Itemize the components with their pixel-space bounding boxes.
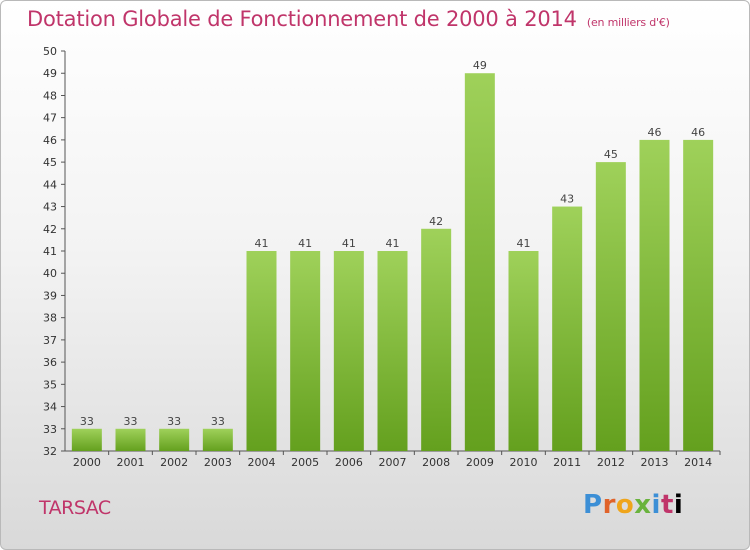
bar <box>464 73 495 451</box>
bar-value-label: 41 <box>255 237 269 250</box>
y-tick-label: 50 <box>43 45 57 58</box>
proxiti-logo: Proxiti <box>583 490 684 520</box>
y-tick-label: 35 <box>43 378 57 391</box>
y-tick-label: 48 <box>43 89 57 102</box>
x-tick-label: 2004 <box>248 456 276 469</box>
y-tick-label: 46 <box>43 134 57 147</box>
chart-bars <box>71 73 714 451</box>
chart-subtitle: (en milliers d'€) <box>586 16 670 29</box>
bar <box>683 139 714 451</box>
bar-value-label: 41 <box>386 237 400 250</box>
y-tick-label: 44 <box>43 178 57 191</box>
y-tick-label: 42 <box>43 223 57 236</box>
x-tick-label: 2008 <box>422 456 450 469</box>
bar-value-label: 41 <box>298 237 312 250</box>
bar <box>246 251 277 451</box>
place-name: TARSAC <box>39 497 111 519</box>
bar <box>639 139 670 451</box>
x-tick-label: 2003 <box>204 456 232 469</box>
y-tick-label: 41 <box>43 245 57 258</box>
x-tick-label: 2000 <box>73 456 101 469</box>
bar <box>159 428 190 451</box>
bar-value-label: 43 <box>560 193 574 206</box>
y-tick-label: 38 <box>43 312 57 325</box>
x-tick-label: 2002 <box>160 456 188 469</box>
x-tick-label: 2014 <box>684 456 712 469</box>
x-tick-label: 2013 <box>641 456 669 469</box>
x-tick-label: 2011 <box>553 456 581 469</box>
x-tick-label: 2005 <box>291 456 319 469</box>
chart-title-text: Dotation Globale de Fonctionnement de 20… <box>27 7 577 31</box>
x-tick-label: 2010 <box>510 456 538 469</box>
chart-title: Dotation Globale de Fonctionnement de 20… <box>27 7 670 31</box>
bar-value-label: 33 <box>80 415 94 428</box>
y-tick-label: 34 <box>43 401 57 414</box>
bar-value-label: 45 <box>604 148 618 161</box>
bar <box>202 428 233 451</box>
bar-value-label: 33 <box>124 415 138 428</box>
chart-axes: 32 33 34 35 36 37 38 39 40 41 42 43 44 45 46 47 48 49 50 20… <box>43 45 721 469</box>
y-tick-label: 39 <box>43 289 57 302</box>
bar-value-label: 41 <box>517 237 531 250</box>
y-tick-label: 49 <box>43 67 57 80</box>
y-tick-label: 37 <box>43 334 57 347</box>
bar <box>508 251 539 451</box>
bar-value-label: 33 <box>211 415 225 428</box>
bar <box>377 251 408 451</box>
y-tick-label: 32 <box>43 445 57 458</box>
x-tick-label: 2006 <box>335 456 363 469</box>
bar <box>552 206 583 451</box>
bar <box>595 162 626 451</box>
y-tick-label: 33 <box>43 423 57 436</box>
bar-value-label: 49 <box>473 59 487 72</box>
chart-value-labels: 33 33 33 33 41 41 41 41 42 49 41 43 45 46 46 <box>80 59 705 428</box>
y-tick-label: 40 <box>43 267 57 280</box>
bar-value-label: 46 <box>691 126 705 139</box>
bar <box>290 251 321 451</box>
x-tick-label: 2007 <box>379 456 407 469</box>
x-tick-label: 2009 <box>466 456 494 469</box>
y-tick-label: 36 <box>43 356 57 369</box>
x-tick-label: 2001 <box>117 456 145 469</box>
y-tick-label: 47 <box>43 112 57 125</box>
bar-value-label: 42 <box>429 215 443 228</box>
bar <box>115 428 146 451</box>
y-tick-label: 43 <box>43 201 57 214</box>
bar-value-label: 46 <box>648 126 662 139</box>
bar <box>71 428 102 451</box>
x-tick-label: 2012 <box>597 456 625 469</box>
bar-value-label: 41 <box>342 237 356 250</box>
bar-value-label: 33 <box>167 415 181 428</box>
bar <box>421 228 452 451</box>
y-tick-label: 45 <box>43 156 57 169</box>
bar <box>333 251 364 451</box>
